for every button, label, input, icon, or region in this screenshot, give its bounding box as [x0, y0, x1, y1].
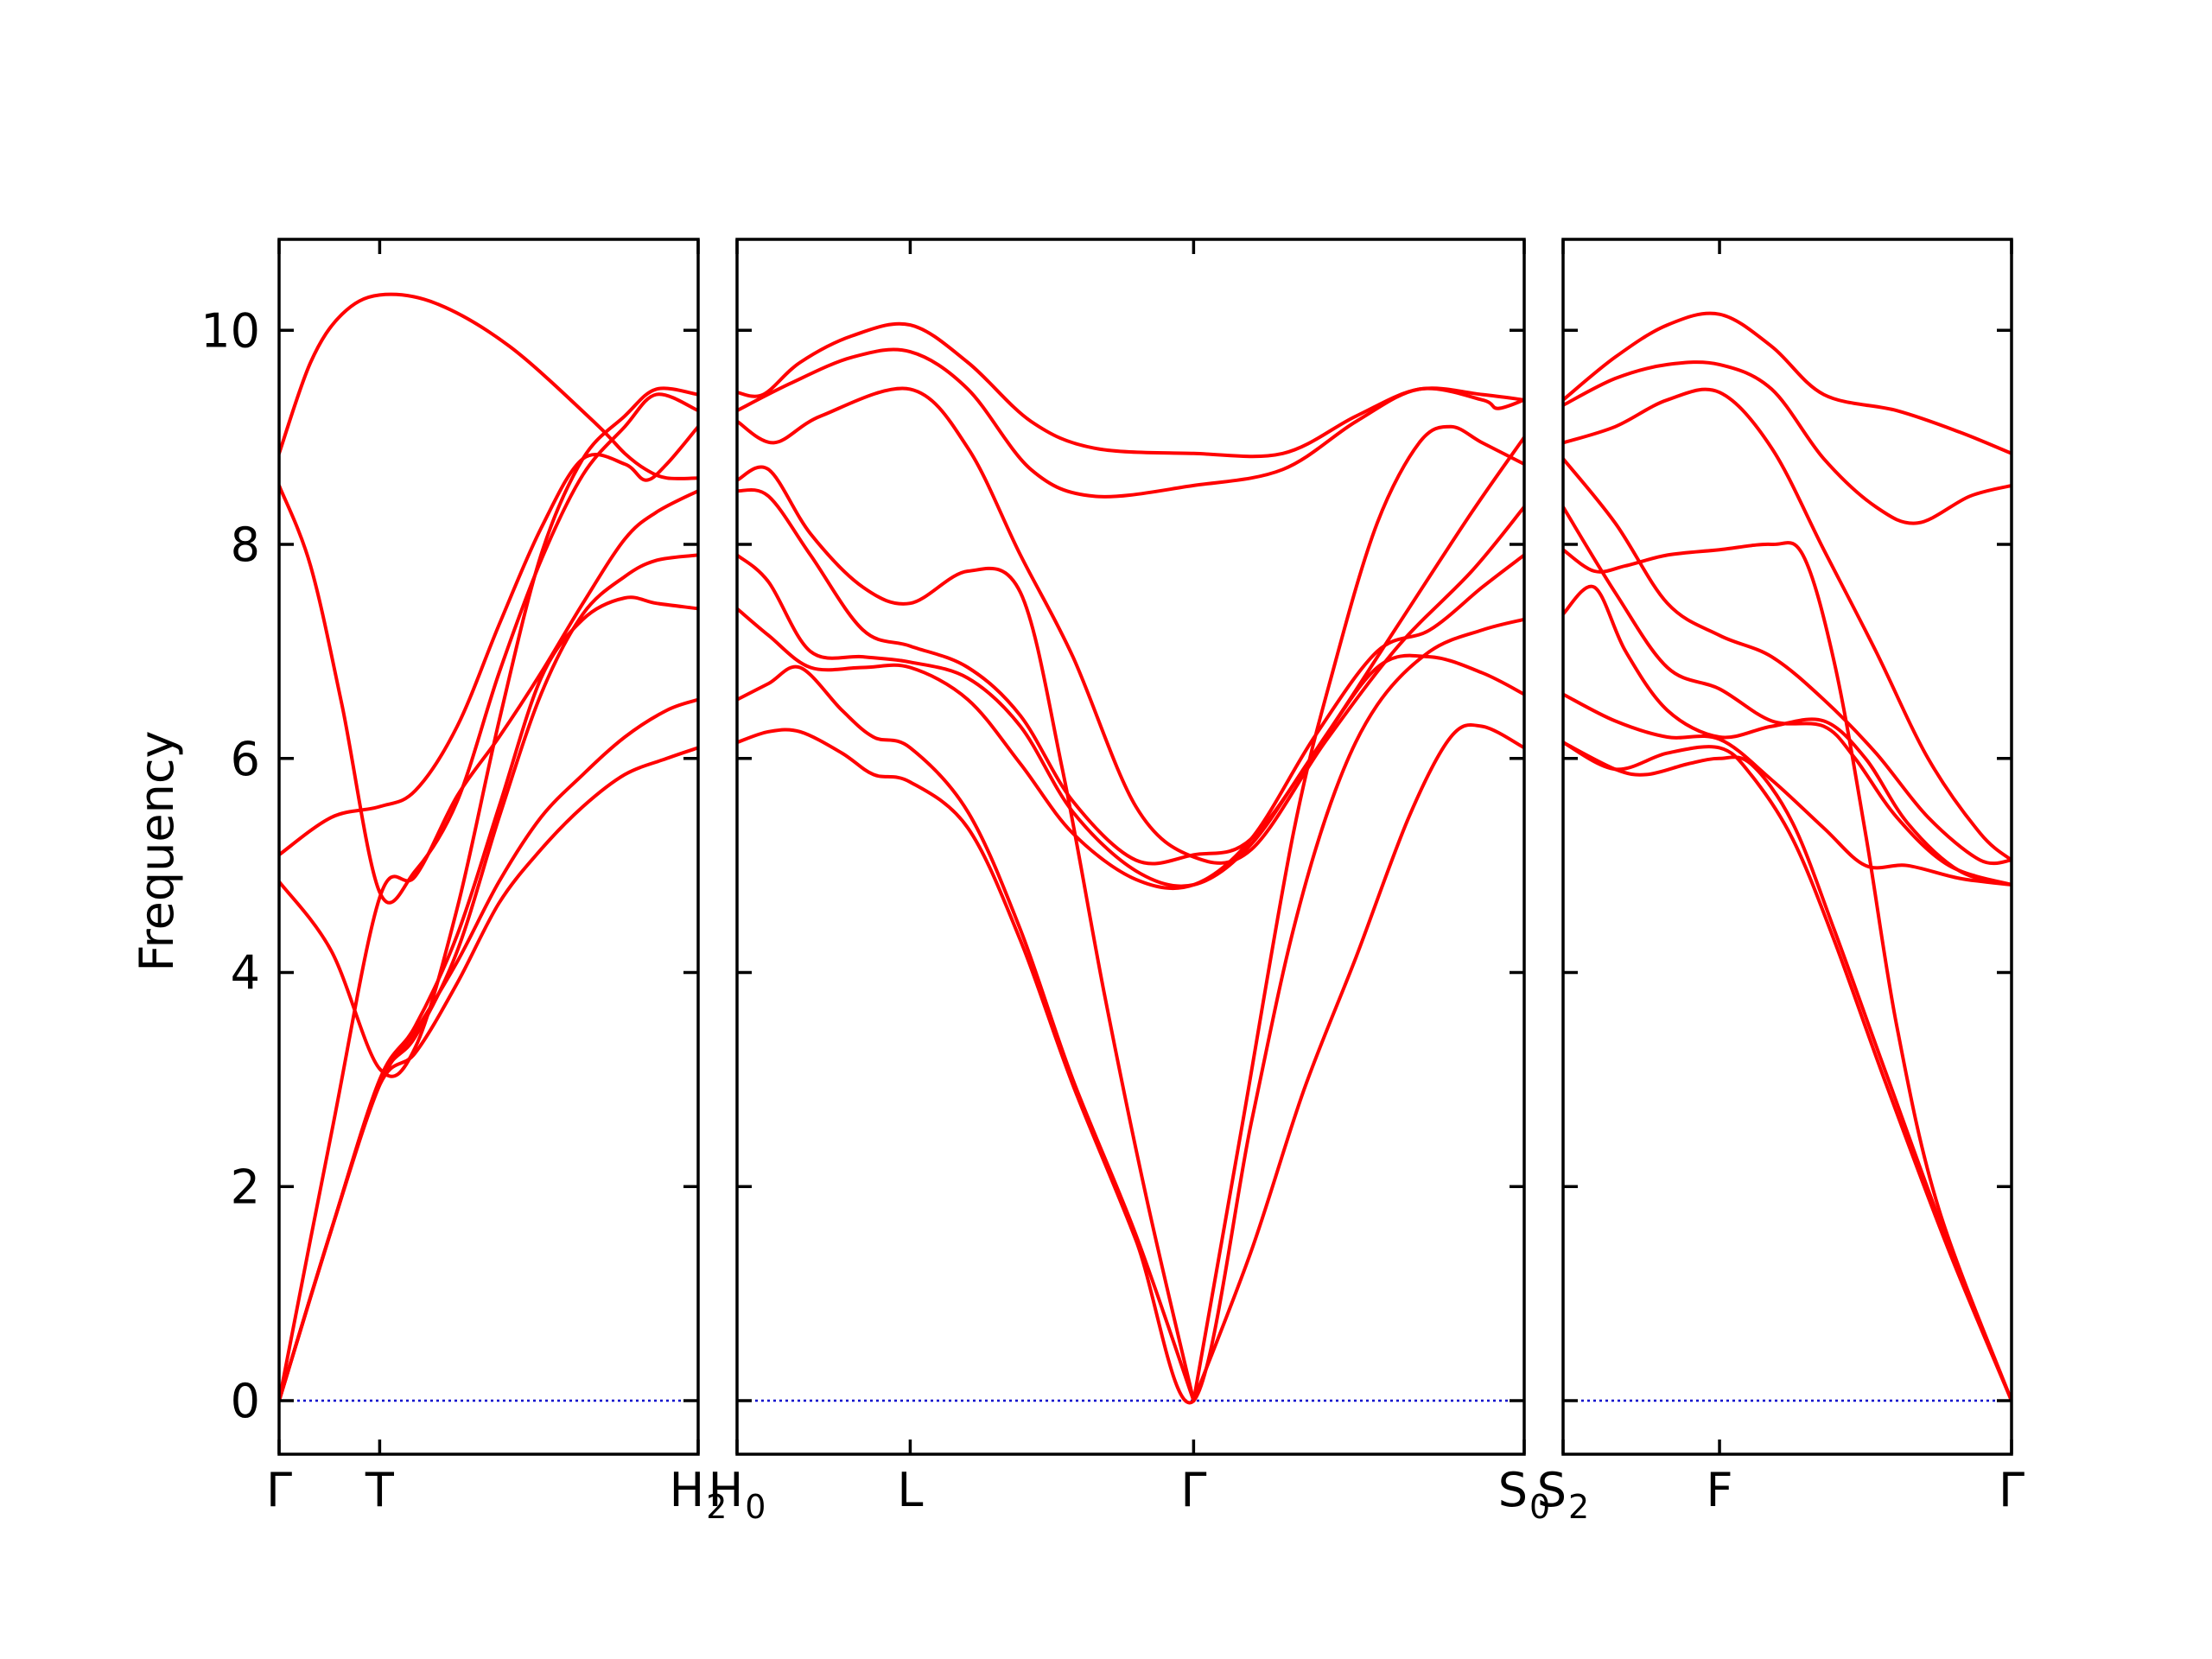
x-tick-label: Γ — [266, 1463, 292, 1517]
y-tick-label: 8 — [231, 518, 260, 572]
band-line — [737, 386, 1524, 865]
panel-1: Γ T H2 — [266, 238, 727, 1526]
y-tick-labels: 0 2 4 6 8 10 — [200, 303, 260, 1428]
band-line — [279, 697, 698, 1403]
band-line — [279, 489, 698, 1403]
band-line — [1563, 456, 2012, 866]
panel-frame — [735, 238, 1526, 1456]
band-line — [737, 347, 1524, 499]
band-line — [1192, 723, 1524, 1403]
y-axis-label: Frequency — [130, 731, 184, 972]
panel-frame — [1561, 238, 2013, 1456]
band-line — [1563, 584, 2012, 887]
band-line — [1563, 541, 2012, 1403]
bands — [1563, 311, 2012, 1403]
bands — [737, 321, 1524, 1405]
band-line — [279, 386, 698, 1078]
band-line — [279, 595, 698, 1403]
band-line — [737, 465, 1196, 1403]
y-tick-label: 4 — [231, 946, 260, 1001]
band-line — [737, 617, 1524, 1405]
bands — [279, 292, 698, 1403]
band-line — [1563, 387, 2012, 862]
x-tick-label: H0 — [709, 1463, 766, 1526]
band-line — [1563, 311, 2012, 455]
band-line — [737, 321, 1524, 459]
band-line — [737, 553, 1524, 888]
band-line — [1192, 424, 1524, 1403]
x-tick-label: T — [365, 1463, 395, 1517]
band-line — [737, 435, 1524, 866]
band-line — [1563, 741, 2012, 1403]
y-tick-label: 10 — [200, 303, 260, 358]
band-line — [1563, 360, 2012, 525]
x-tick-label: L — [897, 1463, 923, 1517]
band-line — [737, 553, 1524, 891]
x-tick-label: S2 — [1537, 1463, 1589, 1526]
panel-3: S2 F Γ — [1537, 238, 2024, 1526]
panel-frame — [277, 238, 700, 1456]
band-line — [1563, 692, 2012, 887]
y-tick-label: 6 — [231, 732, 260, 786]
x-tick-label: Γ — [1180, 1463, 1206, 1517]
band-line — [279, 292, 698, 480]
band-line — [737, 664, 1196, 1403]
panel-2: H0 L Γ S0 — [709, 238, 1550, 1526]
y-tick-label: 0 — [231, 1374, 260, 1428]
x-tick-label: Γ — [1999, 1463, 2024, 1517]
x-tick-label: F — [1707, 1463, 1733, 1517]
y-tick-label: 2 — [231, 1160, 260, 1214]
band-line — [1563, 741, 2012, 1403]
band-line — [279, 424, 698, 857]
